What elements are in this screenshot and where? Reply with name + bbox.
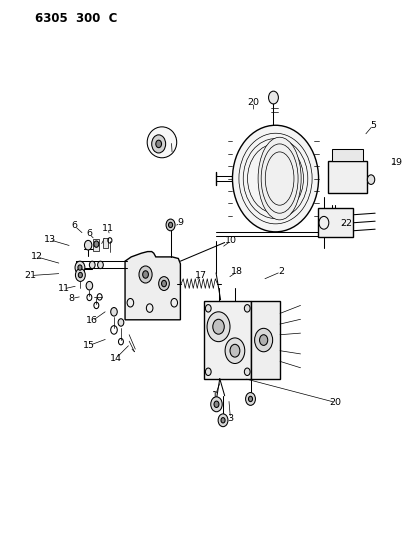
Circle shape	[225, 338, 244, 364]
Circle shape	[212, 319, 224, 334]
Circle shape	[259, 335, 267, 345]
Circle shape	[213, 401, 218, 407]
Text: 20: 20	[247, 98, 259, 107]
Ellipse shape	[147, 127, 176, 158]
Circle shape	[142, 271, 148, 278]
Text: 8: 8	[69, 294, 74, 303]
Circle shape	[84, 240, 92, 250]
Text: 6: 6	[72, 222, 77, 230]
Bar	[331, 149, 362, 161]
Text: 11: 11	[101, 224, 114, 233]
Bar	[251, 302, 279, 378]
Text: 5: 5	[369, 121, 375, 130]
Circle shape	[155, 140, 161, 148]
Bar	[317, 208, 352, 238]
Circle shape	[97, 261, 103, 269]
Circle shape	[110, 308, 117, 316]
Circle shape	[366, 175, 374, 184]
Text: 19: 19	[389, 158, 402, 167]
Circle shape	[168, 222, 172, 228]
Text: 22: 22	[339, 220, 352, 228]
Circle shape	[244, 305, 249, 312]
Text: 14: 14	[110, 354, 122, 362]
Circle shape	[218, 414, 227, 426]
Circle shape	[205, 368, 211, 376]
Circle shape	[151, 135, 165, 153]
Circle shape	[89, 261, 95, 269]
Bar	[93, 239, 99, 251]
Circle shape	[118, 319, 124, 326]
Circle shape	[75, 261, 85, 274]
Text: 16: 16	[86, 317, 98, 325]
Text: 6305  300  C: 6305 300 C	[35, 12, 117, 25]
Circle shape	[268, 91, 278, 104]
Text: 20: 20	[328, 398, 341, 407]
Text: 12: 12	[31, 253, 43, 261]
Circle shape	[166, 219, 175, 231]
Text: 6: 6	[86, 230, 92, 238]
Text: 13: 13	[44, 236, 56, 244]
Circle shape	[139, 266, 152, 283]
Bar	[103, 238, 108, 248]
Text: 3: 3	[227, 414, 233, 423]
Circle shape	[220, 418, 225, 423]
Text: 18: 18	[230, 268, 243, 276]
Text: 9: 9	[177, 219, 183, 227]
Circle shape	[254, 328, 272, 352]
Circle shape	[244, 368, 249, 376]
Circle shape	[205, 305, 211, 312]
Circle shape	[78, 272, 82, 278]
Text: 15: 15	[83, 341, 95, 350]
Bar	[204, 302, 251, 378]
Text: 2: 2	[277, 268, 283, 276]
Circle shape	[94, 241, 99, 247]
Circle shape	[210, 397, 222, 412]
Text: 21: 21	[25, 271, 37, 280]
Circle shape	[207, 312, 229, 342]
Circle shape	[248, 397, 252, 402]
Text: 1: 1	[212, 391, 218, 400]
Circle shape	[158, 277, 169, 290]
Text: 10: 10	[224, 237, 236, 245]
Circle shape	[75, 269, 85, 281]
Bar	[327, 161, 366, 193]
Ellipse shape	[258, 137, 300, 220]
Circle shape	[78, 265, 82, 270]
Circle shape	[245, 392, 255, 405]
Text: 11: 11	[57, 285, 70, 293]
Text: 17: 17	[194, 271, 207, 279]
Polygon shape	[125, 252, 180, 320]
Ellipse shape	[232, 125, 318, 232]
Circle shape	[86, 281, 92, 290]
Circle shape	[161, 280, 166, 287]
Circle shape	[229, 344, 239, 357]
Text: 23: 23	[165, 136, 177, 145]
